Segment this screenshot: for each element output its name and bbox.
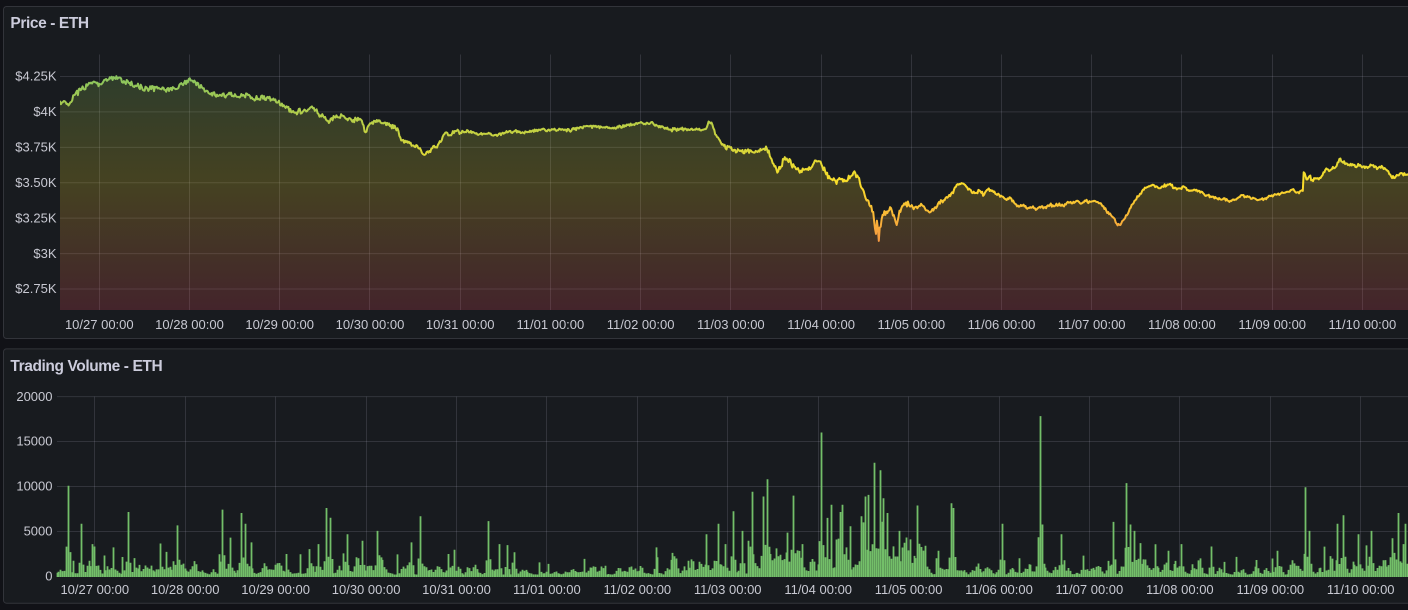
svg-text:11/02 00:00: 11/02 00:00 xyxy=(603,582,671,597)
svg-text:10000: 10000 xyxy=(16,479,52,494)
svg-text:11/03 00:00: 11/03 00:00 xyxy=(694,582,762,597)
svg-text:11/08 00:00: 11/08 00:00 xyxy=(1146,582,1214,597)
svg-text:11/06 00:00: 11/06 00:00 xyxy=(968,317,1036,332)
svg-text:11/05 00:00: 11/05 00:00 xyxy=(875,582,943,597)
svg-text:11/05 00:00: 11/05 00:00 xyxy=(877,317,945,332)
svg-text:10/31 00:00: 10/31 00:00 xyxy=(426,317,495,332)
svg-text:11/08 00:00: 11/08 00:00 xyxy=(1148,317,1216,332)
svg-text:$3K: $3K xyxy=(33,246,56,261)
svg-text:10/29 00:00: 10/29 00:00 xyxy=(245,317,314,332)
svg-text:0: 0 xyxy=(45,569,52,584)
svg-text:11/03 00:00: 11/03 00:00 xyxy=(697,317,765,332)
svg-text:10/27 00:00: 10/27 00:00 xyxy=(65,317,134,332)
svg-text:Price - ETH: Price - ETH xyxy=(10,15,88,32)
svg-text:11/04 00:00: 11/04 00:00 xyxy=(787,317,855,332)
svg-text:10/31 00:00: 10/31 00:00 xyxy=(422,582,491,597)
svg-text:11/06 00:00: 11/06 00:00 xyxy=(965,582,1033,597)
svg-text:10/30 00:00: 10/30 00:00 xyxy=(332,582,401,597)
svg-text:11/09 00:00: 11/09 00:00 xyxy=(1238,317,1306,332)
svg-text:11/09 00:00: 11/09 00:00 xyxy=(1236,582,1304,597)
svg-text:11/07 00:00: 11/07 00:00 xyxy=(1058,317,1126,332)
svg-text:$3.25K: $3.25K xyxy=(15,210,57,225)
svg-text:11/10 00:00: 11/10 00:00 xyxy=(1329,317,1397,332)
svg-text:11/10 00:00: 11/10 00:00 xyxy=(1327,582,1395,597)
svg-text:11/04 00:00: 11/04 00:00 xyxy=(784,582,852,597)
svg-text:11/07 00:00: 11/07 00:00 xyxy=(1056,582,1124,597)
svg-text:$3.75K: $3.75K xyxy=(15,140,57,155)
svg-text:10/27 00:00: 10/27 00:00 xyxy=(60,582,129,597)
svg-text:$4.25K: $4.25K xyxy=(15,69,57,84)
svg-text:$2.75K: $2.75K xyxy=(15,281,57,296)
svg-text:15000: 15000 xyxy=(16,434,52,449)
svg-text:$3.50K: $3.50K xyxy=(15,175,57,190)
svg-text:$4K: $4K xyxy=(33,104,56,119)
svg-text:5000: 5000 xyxy=(24,524,53,539)
svg-text:10/28 00:00: 10/28 00:00 xyxy=(151,582,220,597)
svg-text:11/01 00:00: 11/01 00:00 xyxy=(517,317,585,332)
svg-text:11/01 00:00: 11/01 00:00 xyxy=(513,582,581,597)
svg-text:10/28 00:00: 10/28 00:00 xyxy=(155,317,224,332)
svg-text:10/30 00:00: 10/30 00:00 xyxy=(336,317,405,332)
svg-text:20000: 20000 xyxy=(16,389,52,404)
svg-text:11/02 00:00: 11/02 00:00 xyxy=(607,317,675,332)
svg-text:10/29 00:00: 10/29 00:00 xyxy=(241,582,310,597)
svg-text:Trading Volume - ETH: Trading Volume - ETH xyxy=(10,358,162,375)
